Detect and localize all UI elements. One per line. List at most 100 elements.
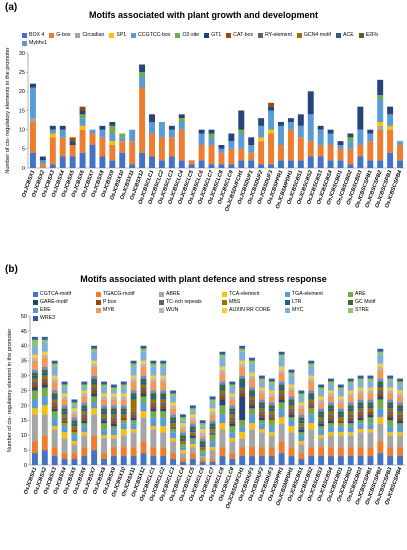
bar-segment: [179, 160, 185, 168]
bar-segment: [358, 376, 364, 379]
bar-segment: [239, 379, 245, 382]
bar-segment: [288, 160, 294, 168]
bar-segment: [209, 137, 215, 145]
bar-segment: [289, 396, 295, 399]
bar-segment: [358, 423, 364, 429]
bar-segment: [269, 414, 275, 417]
bar-segment: [70, 137, 76, 141]
y-axis-title: Number of cis- regulatory element in the…: [7, 329, 13, 453]
bar-segment: [42, 376, 48, 379]
bar-segment: [368, 382, 374, 388]
y-tick-label: 25: [21, 388, 27, 394]
bar-segment: [387, 130, 393, 153]
bar-segment: [129, 130, 135, 142]
bar-segment: [80, 111, 86, 115]
bar-segment: [111, 423, 117, 426]
bar-segment: [170, 402, 176, 405]
bar-segment: [71, 408, 77, 411]
bar-segment: [249, 358, 255, 361]
bar-segment: [268, 107, 274, 111]
bar-segment: [269, 420, 275, 426]
bar-segment: [150, 429, 156, 447]
bar-segment: [91, 402, 97, 408]
bar-segment: [387, 391, 393, 394]
bar-segment: [278, 160, 284, 168]
bar-segment: [111, 426, 117, 429]
bar-segment: [229, 432, 235, 438]
bar-segment: [101, 435, 107, 438]
bar-segment: [150, 382, 156, 391]
bar-segment: [210, 399, 216, 402]
bar-segment: [190, 432, 196, 435]
bar-segment: [298, 408, 304, 414]
bar-segment: [111, 396, 117, 399]
bar-segment: [160, 364, 166, 367]
bar-segment: [170, 441, 176, 453]
bar-segment: [131, 396, 137, 399]
bar-segment: [81, 435, 87, 447]
bar-segment: [328, 420, 334, 423]
bar-segment: [279, 396, 285, 399]
bar-segment: [358, 447, 364, 456]
y-tick-label: 25: [19, 70, 25, 76]
bar-segment: [42, 388, 48, 397]
bar-segment: [160, 379, 166, 382]
bar-segment: [170, 405, 176, 408]
bar-segment: [150, 393, 156, 396]
bar-segment: [387, 399, 393, 402]
bar-segment: [229, 420, 235, 423]
bar-segment: [219, 391, 225, 394]
bar-segment: [101, 411, 107, 414]
bar-segment: [318, 414, 324, 417]
bar-segment: [111, 399, 117, 405]
bar-segment: [210, 426, 216, 429]
bar-segment: [52, 393, 58, 396]
bar-segment: [238, 134, 244, 149]
bar-segment: [328, 385, 334, 391]
bar-segment: [81, 388, 87, 391]
bar-segment: [141, 385, 147, 388]
bar-segment: [160, 426, 166, 432]
bar-segment: [358, 388, 364, 391]
bar-segment: [269, 411, 275, 414]
bar-segment: [318, 126, 324, 130]
bar-segment: [387, 126, 393, 130]
bar-segment: [269, 426, 275, 432]
bar-segment: [249, 408, 255, 414]
bar-segment: [338, 426, 344, 432]
bar-segment: [32, 358, 38, 361]
bar-segment: [150, 376, 156, 379]
bar-segment: [101, 453, 107, 459]
bar-segment: [81, 420, 87, 423]
bar-segment: [71, 435, 77, 441]
bar-segment: [357, 157, 363, 169]
bar-segment: [338, 456, 344, 465]
bar-segment: [279, 385, 285, 388]
y-tick-label: 5: [22, 147, 25, 153]
bar-segment: [367, 130, 373, 134]
bar-segment: [81, 382, 87, 385]
bar-segment: [229, 423, 235, 426]
bar-segment: [50, 126, 56, 130]
bar-segment: [170, 423, 176, 426]
bar-segment: [91, 385, 97, 388]
bar-segment: [368, 399, 374, 402]
bar-segment: [81, 417, 87, 420]
bar-segment: [387, 153, 393, 168]
bar-segment: [368, 388, 374, 391]
bar-segment: [160, 405, 166, 408]
bar-segment: [368, 411, 374, 414]
bar-segment: [289, 408, 295, 411]
bar-segment: [32, 441, 38, 453]
bar-segment: [91, 382, 97, 385]
bar-segment: [318, 130, 324, 145]
bar-segment: [62, 388, 68, 394]
bar-segment: [308, 141, 314, 156]
bar-segment: [239, 349, 245, 352]
bar-segment: [377, 355, 383, 364]
bar-segment: [131, 423, 137, 429]
bar-segment: [91, 414, 97, 435]
bar-segment: [397, 423, 403, 426]
bar-segment: [239, 456, 245, 465]
bar-segment: [397, 391, 403, 394]
